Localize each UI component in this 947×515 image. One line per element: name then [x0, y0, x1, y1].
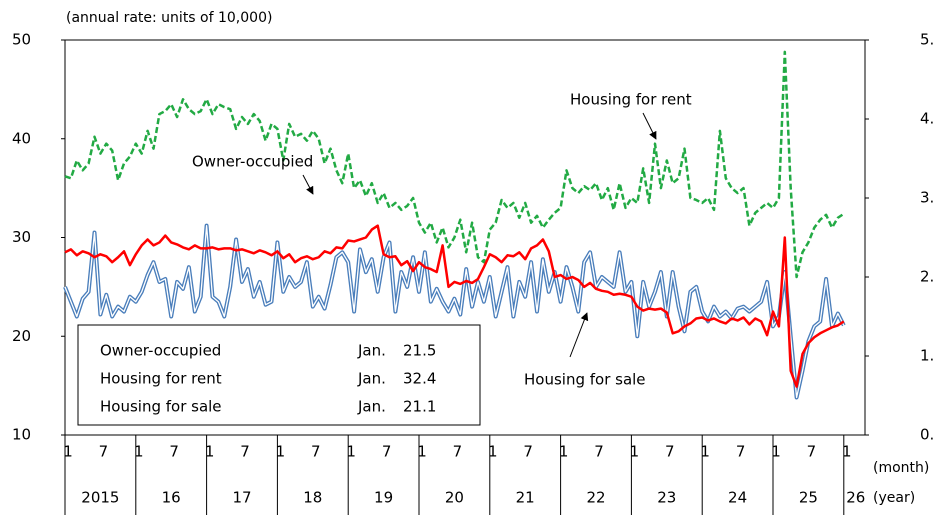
y2-tick-label: 0. — [920, 426, 934, 444]
x-tick-label: 1 — [63, 443, 73, 461]
x-tick-label: 1 — [700, 443, 710, 461]
year-label: 2015 — [81, 489, 119, 507]
annotation: Housing for sale — [524, 371, 646, 389]
year-label: 17 — [232, 489, 251, 507]
legend-label: Housing for sale — [100, 398, 222, 416]
x-tick-label: 7 — [169, 443, 179, 461]
x-tick-label: 1 — [276, 443, 286, 461]
year-label: 16 — [162, 489, 181, 507]
x-tick-label: 1 — [771, 443, 781, 461]
x-tick-label: 1 — [205, 443, 215, 461]
x-tick-label: 1 — [134, 443, 144, 461]
year-label: 20 — [445, 489, 464, 507]
year-label: 19 — [374, 489, 393, 507]
arrow — [569, 312, 589, 358]
x-tick-label: 7 — [665, 443, 675, 461]
x-tick-label: 1 — [842, 443, 852, 461]
y-tick-label: 50 — [12, 31, 31, 49]
legend-month: Jan. — [357, 370, 386, 388]
series-line — [64, 50, 845, 279]
y-tick-label: 30 — [12, 228, 31, 246]
legend-value: 32.4 — [403, 370, 436, 388]
x-tick-label: 1 — [488, 443, 498, 461]
y-tick-label: 20 — [12, 327, 31, 345]
x-tick-label: 7 — [523, 443, 533, 461]
y2-tick-label: 1. — [920, 347, 934, 365]
x-tick-label: 7 — [807, 443, 817, 461]
arrow — [302, 174, 314, 195]
legend-value: 21.1 — [403, 398, 436, 416]
axis-unit: (year) — [873, 490, 915, 506]
y-tick-label: 40 — [12, 129, 31, 147]
axis-label: (annual rate: units of 10,000) — [66, 10, 272, 26]
legend-label: Housing for rent — [100, 370, 222, 388]
x-tick-label: 1 — [630, 443, 640, 461]
year-label: 24 — [728, 489, 747, 507]
y-tick-label: 10 — [12, 426, 31, 444]
x-tick-label: 7 — [99, 443, 109, 461]
y2-tick-label: 5. — [920, 31, 934, 49]
y2-tick-label: 3. — [920, 189, 934, 207]
year-label: 22 — [586, 489, 605, 507]
x-tick-label: 7 — [594, 443, 604, 461]
year-label: 25 — [799, 489, 818, 507]
annotation: Owner-occupied — [192, 153, 313, 171]
line-highlight — [64, 225, 845, 399]
legend-month: Jan. — [357, 342, 386, 360]
y2-tick-label: 4. — [920, 110, 934, 128]
arrow — [642, 112, 657, 140]
year-label: 18 — [303, 489, 322, 507]
legend: Owner-occupied Jan. 21.5 Housing for rent Ja… — [100, 342, 436, 416]
legend-label: Owner-occupied — [100, 342, 221, 360]
annotation: Housing for rent — [570, 91, 692, 109]
year-label: 23 — [657, 489, 676, 507]
lines — [63, 50, 846, 400]
x-tick-label: 7 — [240, 443, 250, 461]
axis-unit: (month) — [873, 460, 929, 476]
series-line — [64, 224, 845, 388]
x-tick-label: 7 — [453, 443, 463, 461]
year-label: 21 — [516, 489, 535, 507]
x-tick-label: 1 — [417, 443, 427, 461]
year-label: 26 — [846, 489, 865, 507]
y2-tick-label: 2. — [920, 268, 934, 286]
legend-box — [77, 324, 481, 426]
annotations: Housing for rent Owner-occupied Housing … — [192, 91, 692, 389]
x-tick-label: 1 — [559, 443, 569, 461]
legend-month: Jan. — [357, 398, 386, 416]
x-tick-label: 7 — [736, 443, 746, 461]
x-tick-label: 7 — [382, 443, 392, 461]
x-tick-label: 1 — [346, 443, 356, 461]
legend-value: 21.5 — [403, 342, 436, 360]
x-tick-label: 7 — [311, 443, 321, 461]
